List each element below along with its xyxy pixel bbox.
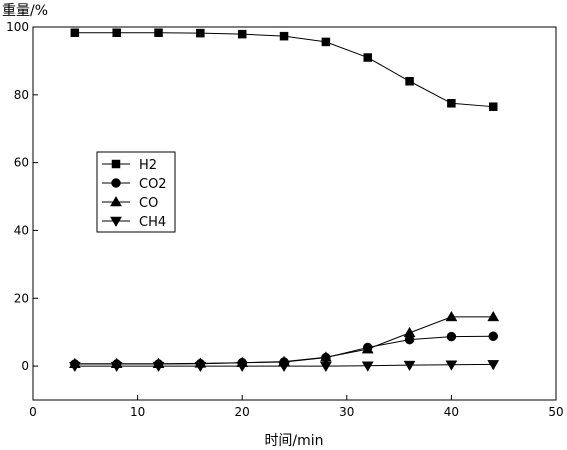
legend-marker-h2 xyxy=(111,159,121,169)
plot-frame xyxy=(32,26,557,401)
data-point-ch4 xyxy=(152,361,165,373)
legend-box xyxy=(96,151,176,233)
series-co xyxy=(68,310,500,368)
x-tick-label: 20 xyxy=(235,405,250,419)
legend-marker-ch4 xyxy=(110,216,122,227)
y-axis-title: 重量/% xyxy=(2,3,48,19)
series-ch4 xyxy=(68,360,500,373)
x-tick-label: 40 xyxy=(444,405,459,419)
series-line-h2 xyxy=(74,32,494,108)
axis-ticks: 0 10 20 30 40 50 0 20 40 60 80 100 xyxy=(6,20,564,419)
data-point-h2 xyxy=(112,28,121,38)
x-tick-label: 50 xyxy=(548,405,563,419)
data-point-ch4 xyxy=(487,360,500,371)
data-point-ch4 xyxy=(361,361,374,372)
series-h2 xyxy=(70,28,498,111)
data-point-h2 xyxy=(196,28,205,38)
y-tick-label: 80 xyxy=(14,88,29,102)
legend: H2 CO2 CO CH4 xyxy=(96,151,176,233)
data-point-ch4 xyxy=(236,361,249,373)
data-point-h2 xyxy=(321,37,331,47)
data-point-h2 xyxy=(154,28,163,38)
legend-label-h2: H2 xyxy=(139,158,157,173)
data-point-ch4 xyxy=(110,361,123,373)
legend-label-co2: CO2 xyxy=(139,177,167,192)
y-tick-label: 40 xyxy=(14,223,29,237)
x-tick-label: 30 xyxy=(339,405,354,419)
data-point-ch4 xyxy=(319,361,332,373)
series-layer xyxy=(68,28,500,373)
x-tick-label: 10 xyxy=(130,405,145,419)
data-point-h2 xyxy=(405,77,414,86)
y-tick-label: 20 xyxy=(14,291,29,305)
data-point-co xyxy=(319,351,332,362)
legend-label-ch4: CH4 xyxy=(139,215,166,230)
legend-marker-co2 xyxy=(111,178,121,188)
data-point-ch4 xyxy=(445,360,458,371)
data-point-h2 xyxy=(488,102,498,111)
data-point-ch4 xyxy=(278,361,290,373)
data-point-co2 xyxy=(488,331,498,342)
x-tick-label: 0 xyxy=(29,405,37,419)
data-point-co xyxy=(445,310,458,322)
y-tick-label: 0 xyxy=(21,359,29,373)
data-point-h2 xyxy=(279,31,289,41)
x-axis-title: 时间/min xyxy=(264,433,323,449)
data-point-co xyxy=(361,343,374,354)
data-point-h2 xyxy=(447,99,456,108)
data-point-h2 xyxy=(70,28,80,38)
data-point-h2 xyxy=(237,29,247,39)
data-point-ch4 xyxy=(403,360,416,372)
legend-marker-co xyxy=(110,196,122,207)
data-point-co xyxy=(403,326,416,338)
y-tick-label: 60 xyxy=(14,156,29,170)
y-tick-label: 100 xyxy=(6,20,29,34)
data-point-co2 xyxy=(446,331,457,342)
legend-label-co: CO xyxy=(139,196,158,211)
data-point-ch4 xyxy=(68,361,81,373)
data-point-co xyxy=(487,310,500,322)
data-point-h2 xyxy=(363,53,372,62)
data-point-ch4 xyxy=(194,361,207,373)
